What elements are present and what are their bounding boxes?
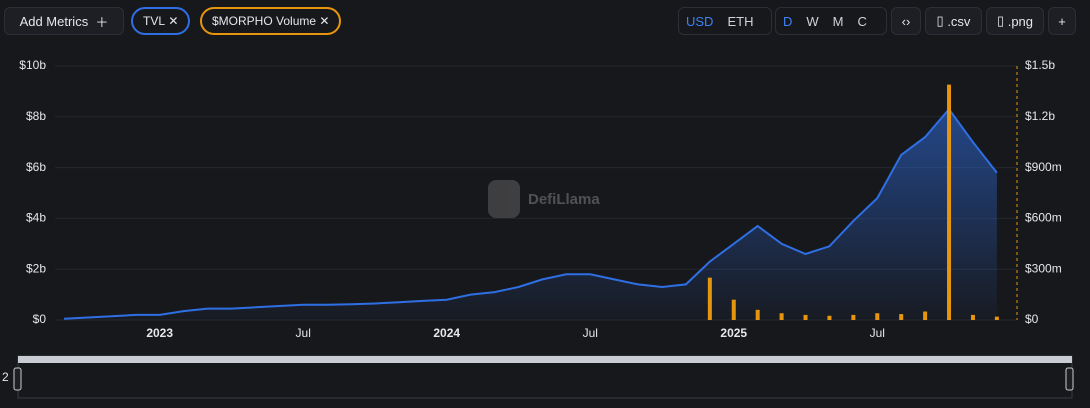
bar bbox=[851, 314, 856, 320]
add-metrics[interactable]: Add Metrics ＋ bbox=[4, 7, 124, 35]
bar bbox=[970, 314, 975, 320]
currency-toggle: USD ETH bbox=[678, 7, 772, 35]
bar bbox=[875, 313, 880, 320]
chip[interactable]: TVL ✕ bbox=[131, 7, 191, 35]
interval-option[interactable]: C bbox=[857, 13, 867, 29]
bar bbox=[827, 315, 832, 320]
watermark: DefiLlama bbox=[488, 180, 600, 218]
line bbox=[63, 107, 998, 320]
bar bbox=[994, 316, 999, 320]
chip-label: TVL bbox=[143, 14, 166, 28]
currency-option[interactable]: USD bbox=[686, 13, 714, 29]
y-tick-label: $10b bbox=[19, 58, 46, 72]
y2-tick-label: $300m bbox=[1025, 261, 1062, 275]
bar bbox=[803, 314, 808, 320]
csv-label: .csv bbox=[947, 13, 971, 29]
area bbox=[64, 109, 997, 320]
y-tick-label: $0 bbox=[33, 312, 47, 326]
x-tick-label: Jul bbox=[296, 326, 311, 340]
brush-handle[interactable] bbox=[1065, 367, 1074, 391]
y2-tick-label: $1.2b bbox=[1025, 109, 1055, 123]
y-tick-label: $2b bbox=[26, 261, 46, 275]
x-tick-label: Jul bbox=[870, 326, 885, 340]
x-tick-label: 2024 bbox=[433, 326, 460, 340]
bar bbox=[899, 314, 904, 320]
x-tick-label: Jul bbox=[583, 326, 598, 340]
interval-option[interactable]: D bbox=[783, 13, 793, 29]
brush-handle[interactable] bbox=[13, 367, 22, 391]
toolbar: Add Metrics ＋ TVL ✕ $MORPHO Volume ✕ USD… bbox=[4, 7, 1086, 37]
embed-button[interactable]: ‹› bbox=[891, 7, 921, 35]
png-label: .png bbox=[1007, 13, 1034, 29]
chip[interactable]: $MORPHO Volume ✕ bbox=[200, 7, 342, 35]
bar bbox=[947, 84, 952, 320]
csv-button[interactable]: ▯ .csv bbox=[925, 7, 982, 35]
add-button[interactable]: + bbox=[1048, 7, 1076, 35]
y2-tick-label: $1.5b bbox=[1025, 58, 1055, 72]
y2-tick-label: $0 bbox=[1025, 312, 1039, 326]
brush-handle-bar[interactable] bbox=[18, 356, 1072, 363]
currency-option[interactable]: ETH bbox=[727, 13, 754, 29]
bar bbox=[779, 313, 784, 320]
interval-option[interactable]: W bbox=[806, 13, 819, 29]
y-tick-label: $6b bbox=[26, 160, 46, 174]
png-button[interactable]: ▯ .png bbox=[986, 7, 1044, 35]
chip-label: $MORPHO Volume bbox=[212, 14, 317, 28]
add-metrics-label: Add Metrics bbox=[19, 13, 89, 29]
bar bbox=[707, 277, 712, 320]
brush-label: 2 bbox=[2, 370, 9, 384]
bar bbox=[923, 311, 928, 320]
y2-tick-label: $600m bbox=[1025, 211, 1062, 225]
x-tick-label: 2025 bbox=[720, 326, 747, 340]
bar bbox=[755, 309, 760, 320]
x-tick-label: 2023 bbox=[146, 326, 173, 340]
y-tick-label: $8b bbox=[26, 109, 46, 123]
y-tick-label: $4b bbox=[26, 211, 46, 225]
watermark-text: DefiLlama bbox=[528, 191, 600, 208]
y2-tick-label: $900m bbox=[1025, 160, 1062, 174]
bar bbox=[731, 299, 736, 320]
interval-option[interactable]: M bbox=[832, 13, 844, 29]
